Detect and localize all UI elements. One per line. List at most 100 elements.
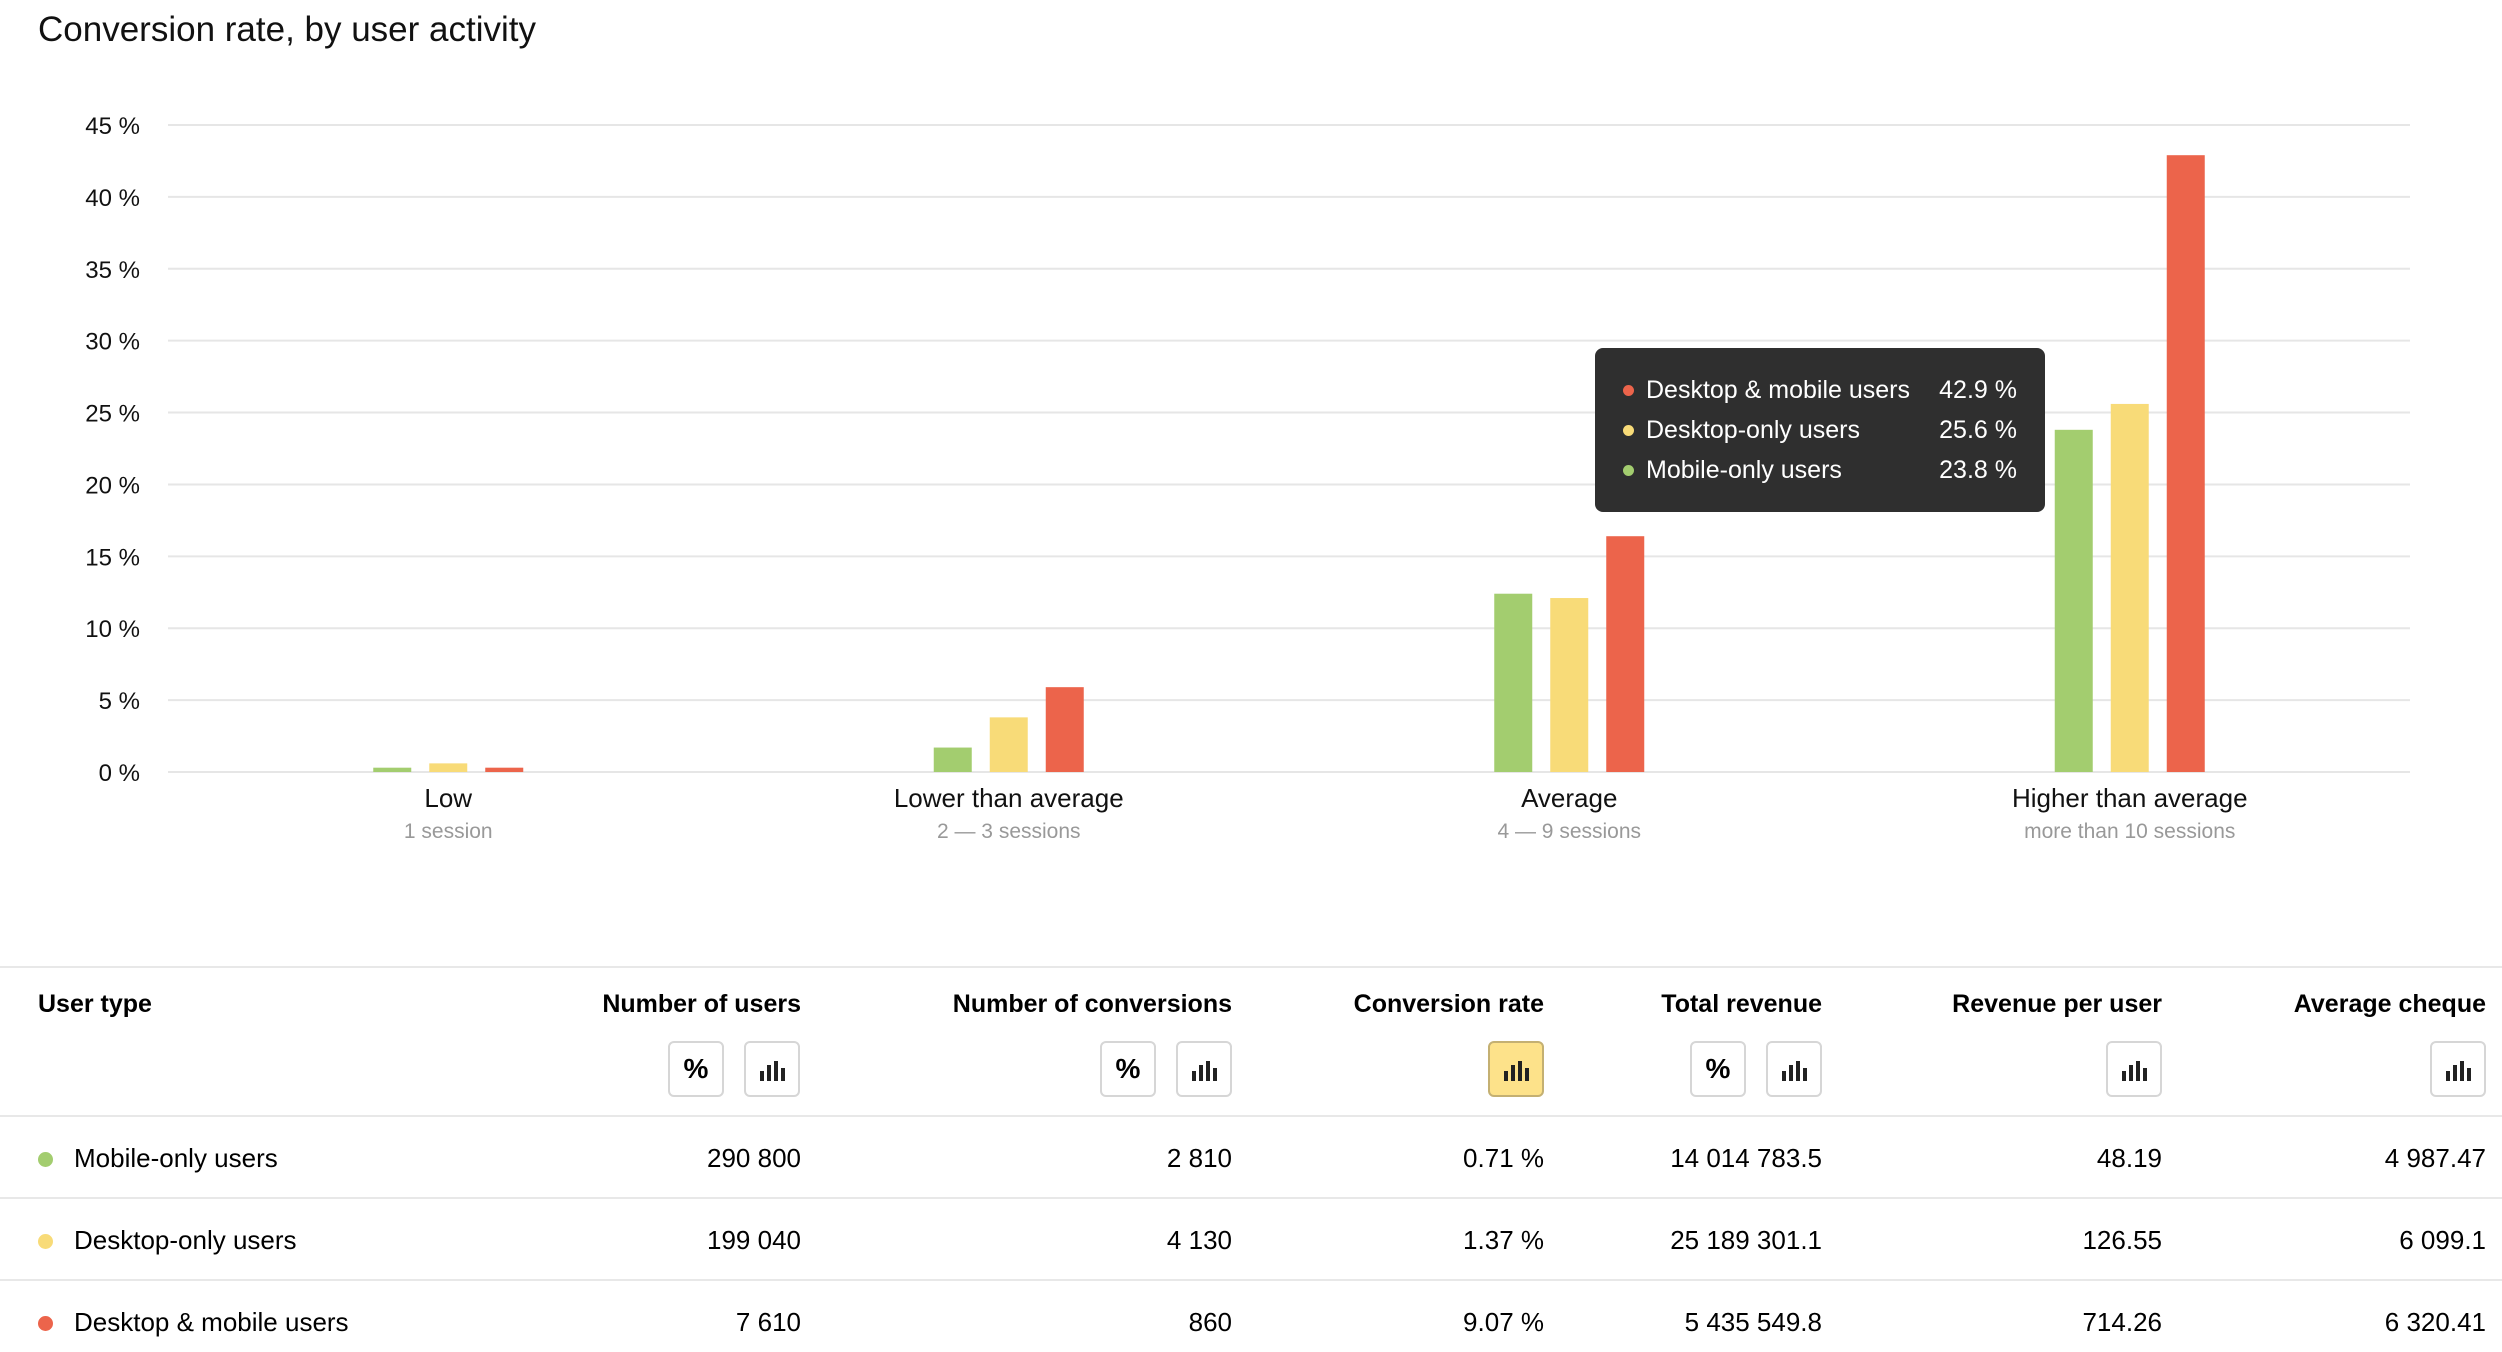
y-tick-label: 0 % (99, 760, 140, 787)
average-cheque-column-controls (2430, 1041, 2486, 1097)
average-cheque-cell: 4 987.47 (2384, 1143, 2486, 1173)
tooltip-series-name: Mobile-only users (1646, 455, 1842, 484)
x-category-label: Average (1521, 783, 1617, 813)
revenue-per-user-cell: 714.26 (2082, 1307, 2162, 1337)
bar[interactable] (485, 767, 524, 772)
x-category-sublabel: 2 — 3 sessions (937, 820, 1081, 843)
bar-chart-icon (1782, 1061, 1807, 1081)
total-revenue-cell: 14 014 783.5 (1670, 1143, 1822, 1173)
user-type-cell: Desktop-only users (74, 1225, 297, 1255)
conversions-cell: 2 810 (1166, 1143, 1232, 1173)
x-category-label: Low (424, 783, 472, 813)
conversion-rate-cell: 1.37 % (1463, 1225, 1544, 1255)
tooltip-dot (1623, 464, 1634, 476)
bar[interactable] (1045, 687, 1084, 772)
bar[interactable] (429, 763, 468, 772)
bar[interactable] (989, 717, 1028, 772)
chart-title: Conversion rate, by user activity (38, 10, 536, 49)
table-row[interactable]: Desktop & mobile users 7 610 860 9.07 % … (0, 1281, 2502, 1352)
bar[interactable] (2054, 429, 2093, 772)
bar-chart-icon (1504, 1061, 1529, 1081)
percent-toggle-button[interactable]: % (1690, 1041, 1746, 1097)
bar[interactable] (1606, 536, 1645, 772)
chart-toggle-button[interactable] (2106, 1041, 2162, 1097)
conversions-column-controls: % (1100, 1041, 1232, 1097)
series-color-dot (38, 1234, 53, 1249)
chart-tooltip: Desktop & mobile users 42.9 % Desktop-on… (1595, 348, 2045, 512)
tooltip-row: Desktop & mobile users 42.9 % (1623, 370, 2017, 410)
x-category-sublabel: 4 — 9 sessions (1497, 820, 1641, 843)
column-header-conversion-rate[interactable]: Conversion rate (1353, 990, 1544, 1018)
tooltip-dot (1623, 424, 1634, 436)
user-type-cell: Mobile-only users (74, 1143, 278, 1173)
y-tick-label: 45 % (85, 113, 140, 140)
percent-icon: % (1705, 1053, 1731, 1084)
revenue-per-user-cell: 48.19 (2096, 1143, 2162, 1173)
chart-toggle-button[interactable] (744, 1041, 800, 1097)
y-tick-label: 25 % (85, 401, 140, 428)
column-header-conversions[interactable]: Number of conversions (952, 990, 1232, 1018)
bar[interactable] (933, 747, 972, 772)
percent-icon: % (1115, 1053, 1141, 1084)
tooltip-value: 42.9 % (1939, 375, 2017, 404)
series-color-dot (38, 1152, 53, 1167)
bar[interactable] (2166, 155, 2205, 772)
user-type-cell: Desktop & mobile users (74, 1307, 349, 1337)
y-tick-label: 30 % (85, 329, 140, 356)
table-row[interactable]: Desktop-only users 199 040 4 130 1.37 % … (0, 1199, 2502, 1281)
revenue-per-user-cell: 126.55 (2082, 1225, 2162, 1255)
column-header-users[interactable]: Number of users (602, 990, 801, 1018)
column-header-total-revenue[interactable]: Total revenue (1661, 990, 1822, 1018)
tooltip-row: Mobile-only users 23.8 % (1623, 450, 2017, 490)
bar[interactable] (1494, 593, 1533, 772)
tooltip-series-name: Desktop-only users (1646, 415, 1860, 444)
y-tick-label: 40 % (85, 185, 140, 212)
bar-chart-icon (760, 1061, 785, 1081)
bar[interactable] (2110, 403, 2149, 772)
column-header-average-cheque[interactable]: Average cheque (2293, 990, 2486, 1018)
users-cell: 199 040 (707, 1225, 801, 1255)
x-category-label: Lower than average (894, 783, 1124, 813)
bar-chart: 45 % 40 % 35 % 30 % 25 % 20 % 15 % 10 % 5 % 0 % Lo… (85, 113, 2410, 843)
average-cheque-cell: 6 099.1 (2399, 1225, 2486, 1255)
bar-chart-icon (1192, 1061, 1217, 1081)
column-header-revenue-per-user[interactable]: Revenue per user (1952, 990, 2162, 1018)
users-cell: 290 800 (707, 1143, 801, 1173)
y-tick-label: 15 % (85, 544, 140, 571)
tooltip-dot (1623, 384, 1634, 396)
conversion-rate-cell: 0.71 % (1463, 1143, 1544, 1173)
y-tick-label: 20 % (85, 472, 140, 499)
x-category-label: Higher than average (2012, 783, 2248, 813)
conversions-cell: 860 (1188, 1307, 1232, 1337)
revenue-per-user-column-controls (2106, 1041, 2162, 1097)
users-cell: 7 610 (735, 1307, 801, 1337)
table-row[interactable]: Mobile-only users 290 800 2 810 0.71 % 1… (0, 1117, 2502, 1199)
tooltip-series-name: Desktop & mobile users (1646, 375, 1911, 404)
x-category-sublabel: 1 session (404, 820, 493, 843)
chart-toggle-button[interactable] (2430, 1041, 2486, 1097)
chart-toggle-button-active[interactable] (1488, 1041, 1544, 1097)
data-table: User type Number of users Number of conv… (0, 966, 2502, 1352)
rate-column-controls (1488, 1041, 1544, 1097)
column-header-user-type[interactable]: User type (38, 990, 152, 1018)
table-header: User type Number of users Number of conv… (0, 968, 2502, 1117)
conversions-cell: 4 130 (1166, 1225, 1232, 1255)
total-revenue-cell: 5 435 549.8 (1684, 1307, 1822, 1337)
bar[interactable] (1550, 598, 1589, 772)
percent-toggle-button[interactable]: % (1100, 1041, 1156, 1097)
bar[interactable] (373, 767, 412, 772)
average-cheque-cell: 6 320.41 (2384, 1307, 2486, 1337)
conversion-rate-cell: 9.07 % (1463, 1307, 1544, 1337)
chart-toggle-button[interactable] (1766, 1041, 1822, 1097)
y-tick-label: 35 % (85, 257, 140, 284)
chart-toggle-button[interactable] (1176, 1041, 1232, 1097)
series-color-dot (38, 1316, 53, 1331)
revenue-column-controls: % (1690, 1041, 1822, 1097)
percent-toggle-button[interactable]: % (668, 1041, 724, 1097)
tooltip-row: Desktop-only users 25.6 % (1623, 410, 2017, 450)
y-tick-label: 5 % (99, 688, 140, 715)
bar-chart-icon (2122, 1061, 2147, 1081)
tooltip-value: 25.6 % (1939, 415, 2017, 444)
tooltip-value: 23.8 % (1939, 455, 2017, 484)
y-tick-label: 10 % (85, 616, 140, 643)
